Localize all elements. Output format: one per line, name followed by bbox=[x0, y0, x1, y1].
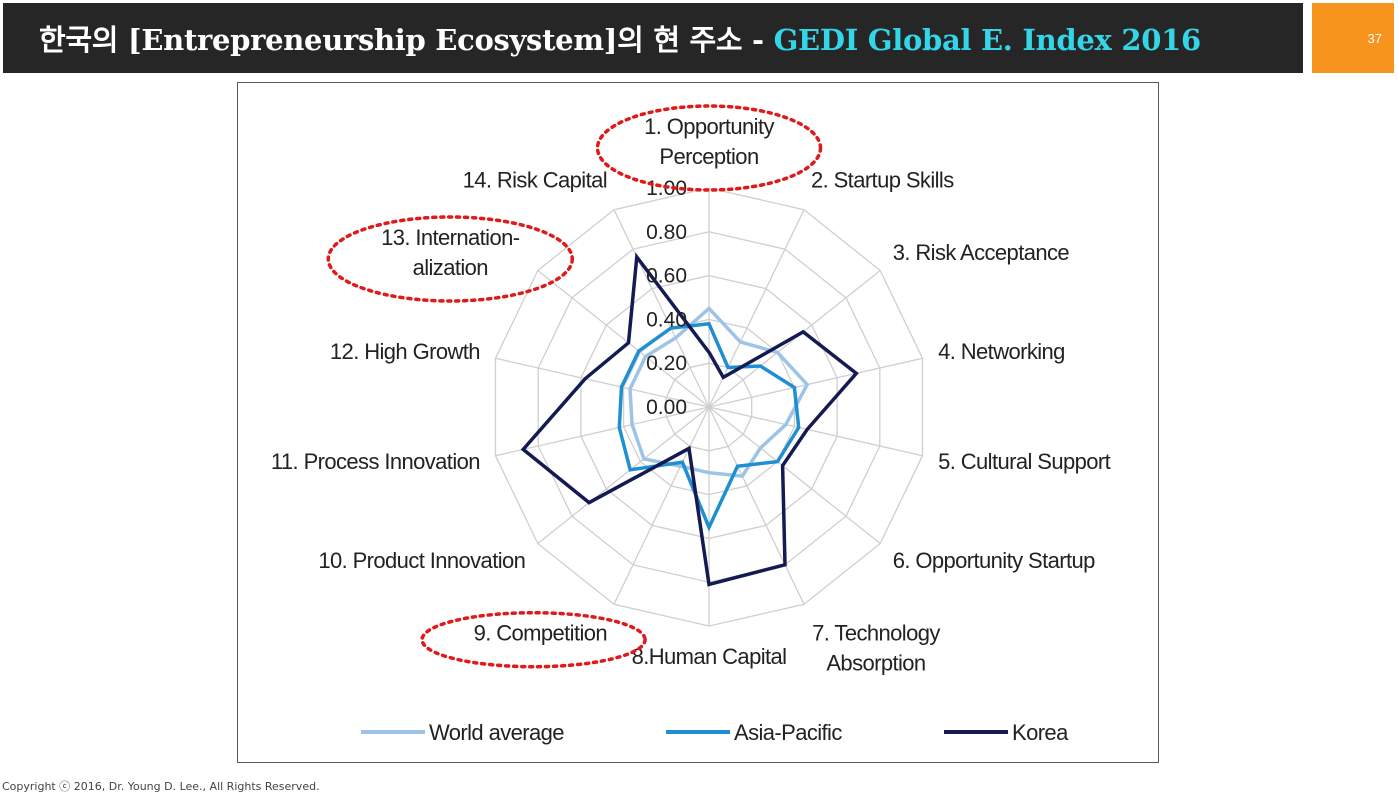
axis-label-line: 14. Risk Capital bbox=[463, 167, 607, 192]
axis-label-line: 2. Startup Skills bbox=[811, 167, 954, 192]
chart-frame: 0.00 0.20 0.40 0.60 0.80 1.00 1. Opportunity Pe… bbox=[237, 82, 1159, 763]
axis-label: 14. Risk Capital bbox=[463, 167, 607, 192]
radar-chart: 0.000.200.400.600.801.001. Opportunity Pe… bbox=[271, 104, 1111, 745]
axis-label: 6. Opportunity Startup bbox=[893, 548, 1095, 573]
axis-label-line: 5. Cultural Support bbox=[938, 449, 1111, 474]
axis-label-line: 3. Risk Acceptance bbox=[893, 240, 1070, 265]
axis-label: 10. Product Innovation bbox=[318, 548, 525, 573]
axis-label-line: Perception bbox=[659, 144, 758, 169]
axis-label-line: 6. Opportunity Startup bbox=[893, 548, 1095, 573]
highlight-ellipse bbox=[595, 104, 823, 192]
grid-spoke bbox=[613, 406, 710, 605]
grid-spoke bbox=[708, 209, 805, 408]
axis-label: 2. Startup Skills bbox=[811, 167, 954, 192]
axis-label-line: 11. Process Innovation bbox=[271, 449, 480, 474]
axis-label-line: 10. Product Innovation bbox=[318, 548, 525, 573]
slide-title-main: 한국의 [Entrepreneurship Ecosystem]의 현 주소 - bbox=[39, 23, 774, 57]
axis-label-line: 12. High Growth bbox=[330, 339, 480, 364]
axis-label: 7. Technology Absorption bbox=[812, 621, 940, 676]
grid-spoke bbox=[537, 406, 710, 545]
axis-label-line: 9. Competition bbox=[474, 621, 607, 646]
axis-label-line: Absorption bbox=[826, 651, 925, 676]
axis-label-line: 4. Networking bbox=[938, 339, 1065, 364]
grid-spoke bbox=[613, 209, 710, 408]
axis-label-line: alization bbox=[413, 255, 488, 280]
axis-label-line: 13. Internation- bbox=[381, 225, 520, 250]
r-tick-label: 0.20 bbox=[646, 352, 687, 375]
axis-label: 4. Networking bbox=[938, 339, 1065, 364]
legend-label: Asia-Pacific bbox=[734, 720, 842, 745]
r-tick-label: 0.40 bbox=[646, 308, 687, 331]
grid-spoke bbox=[495, 357, 710, 408]
series-line-korea bbox=[520, 252, 859, 587]
axis-label: 5. Cultural Support bbox=[938, 449, 1111, 474]
page-number: 37 bbox=[1367, 30, 1382, 46]
axis-label: 3. Risk Acceptance bbox=[893, 240, 1070, 265]
axis-label: 11. Process Innovation bbox=[271, 449, 480, 474]
axis-label: 12. High Growth bbox=[330, 339, 480, 364]
r-tick-label: 0.60 bbox=[646, 265, 687, 288]
slide-title-accent: GEDI Global E. Index 2016 bbox=[773, 23, 1202, 57]
grid-spoke bbox=[708, 406, 881, 545]
r-tick-label: 0.80 bbox=[646, 221, 687, 244]
axis-label: 8.Human Capital bbox=[632, 644, 787, 669]
page-number-box: 37 bbox=[1312, 3, 1394, 73]
axis-label-line: 8.Human Capital bbox=[632, 644, 787, 669]
grid-spoke bbox=[708, 357, 923, 408]
header-bar: 한국의 [Entrepreneurship Ecosystem]의 현 주소 -… bbox=[3, 3, 1303, 73]
grid-spoke bbox=[708, 406, 805, 605]
grid-spoke bbox=[495, 406, 710, 457]
legend-label: World average bbox=[429, 720, 564, 745]
axis-label: 9. Competition bbox=[474, 621, 607, 646]
legend-label: Korea bbox=[1012, 720, 1069, 745]
grid-spoke bbox=[537, 269, 710, 408]
highlight-ellipse bbox=[420, 610, 647, 669]
copyright-text: Copyright ⓒ 2016, Dr. Young D. Lee., All… bbox=[2, 780, 320, 793]
axis-label: 1. Opportunity Perception bbox=[644, 114, 774, 169]
slide-title: 한국의 [Entrepreneurship Ecosystem]의 현 주소 -… bbox=[39, 17, 1201, 59]
r-tick-label: 0.00 bbox=[646, 396, 687, 419]
series-line-asia-pacific bbox=[617, 321, 801, 532]
axis-label-line: 7. Technology bbox=[812, 621, 940, 646]
highlight-ellipse bbox=[326, 215, 575, 303]
axis-label-line: 1. Opportunity bbox=[644, 114, 774, 139]
grid-spoke bbox=[708, 406, 923, 457]
series-line-world-average bbox=[628, 305, 810, 478]
axis-label: 13. Internation-alization bbox=[381, 225, 520, 280]
